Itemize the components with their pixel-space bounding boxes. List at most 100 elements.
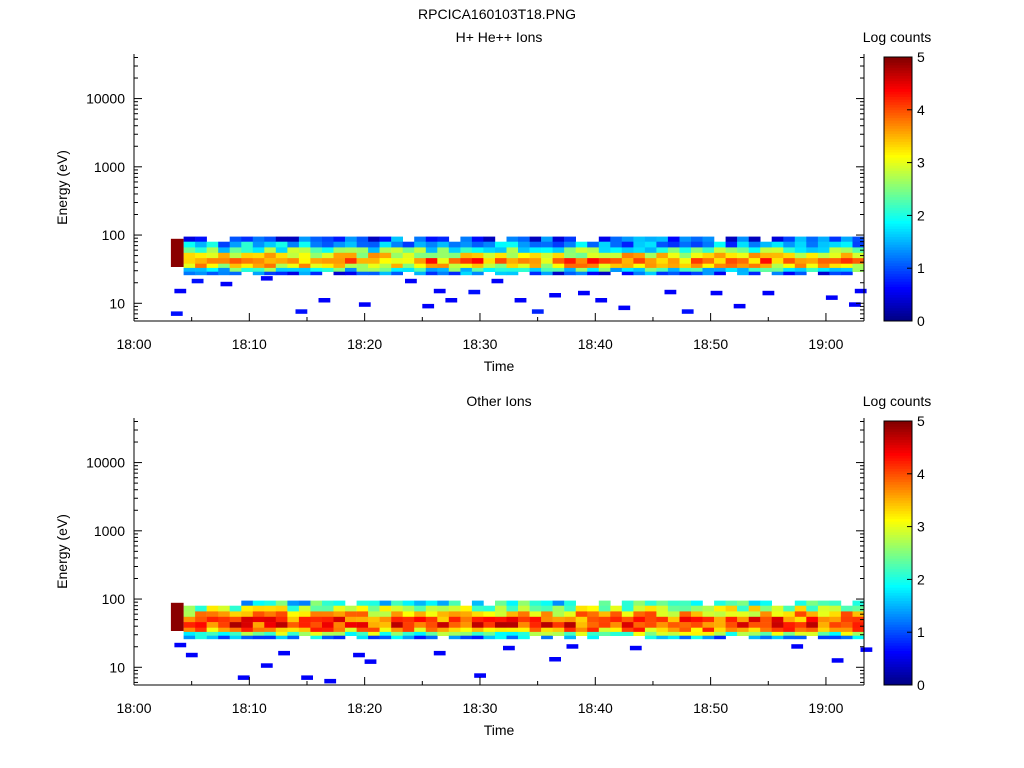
heatmap-cell <box>345 605 357 612</box>
heatmap-cell <box>829 622 842 629</box>
heatmap-cell <box>298 605 311 612</box>
colorbar-segment <box>884 255 912 259</box>
heatmap-cell <box>725 263 738 269</box>
colorbar-segment <box>884 484 912 488</box>
heatmap-cell <box>621 252 634 259</box>
heatmap-cell <box>610 236 623 242</box>
heatmap-cell <box>402 631 415 636</box>
heatmap-cell <box>229 605 242 612</box>
heatmap-sparse-cell <box>191 278 204 284</box>
heatmap-cell <box>298 236 311 242</box>
colorbar-segment <box>884 434 912 438</box>
heatmap-cell <box>529 267 542 272</box>
colorbar-segment <box>884 436 912 440</box>
heatmap-cell <box>391 635 403 640</box>
heatmap-cell <box>610 627 623 633</box>
colorbar: 0 1 2 3 4 5 Log counts <box>863 393 932 693</box>
heatmap-sparse-cell <box>433 650 446 656</box>
heatmap-cell <box>218 627 230 633</box>
heatmap-cell <box>414 258 426 265</box>
heatmap-cell <box>287 258 300 265</box>
heatmap-cell <box>218 263 230 269</box>
heatmap-cell <box>760 631 772 636</box>
heatmap-cell <box>806 267 819 272</box>
heatmap-cell <box>760 611 772 618</box>
heatmap-cell <box>783 611 796 618</box>
heatmap-cell <box>817 605 830 612</box>
colorbar-segment <box>884 563 912 567</box>
heatmap-cell <box>414 271 426 276</box>
heatmap-cell <box>587 616 599 623</box>
heatmap-cell <box>725 616 738 623</box>
heatmap-cell <box>552 263 565 269</box>
heatmap-cell <box>817 627 830 633</box>
heatmap-cell <box>771 622 784 629</box>
x-axis-label: Time <box>484 358 515 374</box>
heatmap-cell <box>552 236 565 242</box>
heatmap-sparse-cell <box>422 303 435 309</box>
heatmap-cell <box>541 600 553 606</box>
heatmap-cell <box>483 616 496 623</box>
heatmap-cell <box>633 631 646 636</box>
heatmap-cell <box>437 252 450 259</box>
heatmap-cell <box>541 236 553 242</box>
heatmap-cell <box>287 605 300 612</box>
y-tick-label: 100 <box>102 591 126 607</box>
heatmap-cell <box>667 635 680 640</box>
heatmap-cell <box>518 236 530 242</box>
heatmap-cell <box>621 631 634 636</box>
heatmap-cell <box>656 263 669 269</box>
heatmap-cell <box>737 263 749 269</box>
heatmap-cell <box>460 616 473 623</box>
heatmap-cell <box>483 631 496 636</box>
colorbar-segment <box>884 212 912 216</box>
heatmap-cell <box>229 622 242 629</box>
heatmap-cell <box>518 627 530 633</box>
heatmap-cell <box>702 622 715 629</box>
heatmap-cell <box>241 241 254 248</box>
heatmap-cell <box>667 622 680 629</box>
heatmap-cell <box>414 236 426 242</box>
heatmap-cell <box>264 263 277 269</box>
heatmap-cell <box>748 616 761 623</box>
heatmap-cell <box>206 627 219 633</box>
heatmap-cell <box>241 247 254 254</box>
heatmap-cell <box>471 236 484 242</box>
heatmap-cell <box>621 267 634 272</box>
heatmap-cell <box>356 252 369 259</box>
heatmap-cell <box>310 622 323 629</box>
y-tick-label: 1000 <box>94 159 125 175</box>
heatmap-cell <box>644 263 657 269</box>
heatmap-cell <box>771 267 784 272</box>
heatmap-cell <box>264 600 277 606</box>
heatmap-cell <box>702 271 715 276</box>
colorbar-segment <box>884 286 912 290</box>
colorbar-tick-label: 1 <box>917 260 925 276</box>
heatmap-cell <box>425 616 438 623</box>
colorbar-segment <box>884 579 912 583</box>
heatmap-cell <box>241 616 254 623</box>
heatmap-cell <box>241 635 254 640</box>
colorbar-segment <box>884 59 912 63</box>
heatmap-cell <box>287 271 300 276</box>
colorbar-segment <box>884 136 912 140</box>
heatmap-cell <box>656 622 669 629</box>
colorbar-segment <box>884 505 912 509</box>
colorbar-segment <box>884 310 912 314</box>
heatmap-cell <box>368 247 380 254</box>
heatmap-cell <box>310 252 323 259</box>
heatmap-cell <box>541 258 553 265</box>
heatmap-cell <box>195 605 207 612</box>
heatmap-cell <box>229 635 242 640</box>
heatmap-cell <box>783 271 796 276</box>
colorbar-tick-label: 0 <box>917 313 925 329</box>
heatmap-sparse-cell <box>710 290 723 296</box>
colorbar-segment <box>884 666 912 670</box>
heatmap-cell <box>575 271 588 276</box>
heatmap-cell <box>241 611 254 618</box>
heatmap-cell <box>495 267 507 272</box>
heatmap-cell <box>322 635 334 640</box>
heatmap-cell <box>771 236 784 242</box>
heatmap-cell <box>564 600 576 606</box>
heatmap-cell <box>794 271 807 276</box>
